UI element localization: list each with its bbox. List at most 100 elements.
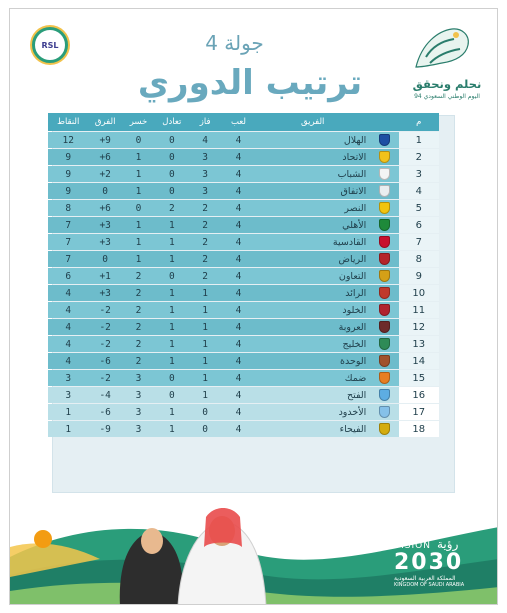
- points-cell: 3: [48, 370, 89, 386]
- position-cell: 1: [398, 132, 439, 148]
- team-crest-icon: [378, 151, 390, 163]
- drawn-cell: 0: [155, 370, 189, 386]
- col-won: فاز: [188, 113, 222, 131]
- team-name-cell: الأخدود: [255, 404, 371, 420]
- position-cell: 4: [398, 183, 439, 199]
- played-cell: 4: [221, 370, 256, 386]
- table-row: 2 الاتحاد 4 3 0 1 +6 9: [48, 149, 439, 165]
- vision-label-row: VISION رؤية: [394, 537, 484, 551]
- table-row: 11 الخلود 4 1 1 2 -2 4: [48, 302, 439, 318]
- points-cell: 9: [48, 166, 89, 182]
- goal-diff-cell: -2: [88, 319, 122, 335]
- table-header-row: م الفريق لعب فاز تعادل خسر الفرق النقاط: [48, 113, 439, 131]
- league-badge-icon: RSL: [32, 27, 68, 63]
- lost-cell: 3: [121, 421, 156, 437]
- goal-diff-cell: +6: [88, 200, 122, 216]
- team-crest-icon: [378, 287, 390, 299]
- team-crest-icon: [378, 168, 390, 180]
- goal-diff-cell: +1: [88, 268, 122, 284]
- position-cell: 18: [398, 421, 439, 437]
- goal-diff-cell: -9: [88, 421, 122, 437]
- lost-cell: 1: [121, 234, 156, 250]
- drawn-cell: 0: [155, 268, 189, 284]
- position-cell: 11: [398, 302, 439, 318]
- team-name-cell: الوحدة: [255, 353, 371, 369]
- standings-body: 1 الهلال 4 4 0 0 +9 12 2 الاتحاد 4 3 0 1 +6 9 3 الشباب 4 3 0…: [48, 132, 439, 437]
- goal-diff-cell: +9: [88, 132, 122, 148]
- national-day-logo: نحلم ونحقق اليوم الوطني السعودي 94: [402, 23, 492, 109]
- drawn-cell: 1: [155, 353, 189, 369]
- table-row: 14 الوحدة 4 1 1 2 -6 4: [48, 353, 439, 369]
- team-crest-icon: [378, 338, 390, 350]
- table-row: 5 النصر 4 2 2 0 +6 8: [48, 200, 439, 216]
- position-cell: 10: [398, 285, 439, 301]
- lost-cell: 3: [121, 387, 156, 403]
- table-row: 15 ضمك 4 1 0 3 -2 3: [48, 370, 439, 386]
- drawn-cell: 1: [155, 234, 189, 250]
- played-cell: 4: [221, 268, 256, 284]
- position-cell: 16: [398, 387, 439, 403]
- lost-cell: 2: [121, 353, 156, 369]
- team-name-cell: الفتح: [255, 387, 371, 403]
- sun-icon: [34, 530, 52, 548]
- drawn-cell: 1: [155, 319, 189, 335]
- table-row: 16 الفتح 4 1 0 3 -4 3: [48, 387, 439, 403]
- position-cell: 14: [398, 353, 439, 369]
- col-team: الفريق: [255, 113, 371, 131]
- team-crest-icon: [378, 202, 390, 214]
- points-cell: 1: [48, 404, 89, 420]
- team-name-cell: الهلال: [255, 132, 371, 148]
- team-crest-icon: [378, 270, 390, 282]
- col-gd: الفرق: [88, 113, 122, 131]
- goal-diff-cell: -2: [88, 370, 122, 386]
- lost-cell: 1: [121, 217, 156, 233]
- standings-table: م الفريق لعب فاز تعادل خسر الفرق النقاط …: [48, 112, 439, 438]
- crest-cell: [370, 421, 399, 437]
- crest-cell: [370, 268, 399, 284]
- points-cell: 1: [48, 421, 89, 437]
- team-crest-icon: [378, 355, 390, 367]
- crest-cell: [370, 234, 399, 250]
- points-cell: 4: [48, 319, 89, 335]
- crest-cell: [370, 183, 399, 199]
- points-cell: 4: [48, 353, 89, 369]
- vision-2030-logo: VISION رؤية 2030 المملكة العربية السعودية…: [394, 537, 484, 601]
- points-cell: 7: [48, 234, 89, 250]
- table-row: 1 الهلال 4 4 0 0 +9 12: [48, 132, 439, 148]
- team-name-cell: الأهلي: [255, 217, 371, 233]
- played-cell: 4: [221, 336, 256, 352]
- team-crest-icon: [378, 185, 390, 197]
- drawn-cell: 1: [155, 421, 189, 437]
- team-crest-icon: [378, 134, 390, 146]
- lost-cell: 3: [121, 370, 156, 386]
- won-cell: 3: [188, 149, 222, 165]
- team-crest-icon: [378, 219, 390, 231]
- won-cell: 1: [188, 353, 222, 369]
- table-row: 4 الاتفاق 4 3 0 1 0 9: [48, 183, 439, 199]
- won-cell: 2: [188, 234, 222, 250]
- goal-diff-cell: +3: [88, 234, 122, 250]
- position-cell: 5: [398, 200, 439, 216]
- drawn-cell: 1: [155, 285, 189, 301]
- goal-diff-cell: -2: [88, 336, 122, 352]
- round-label: جولة 4: [10, 31, 497, 55]
- crest-cell: [370, 251, 399, 267]
- drawn-cell: 0: [155, 132, 189, 148]
- round-text: جولة 4: [205, 31, 264, 55]
- lost-cell: 0: [121, 200, 156, 216]
- lost-cell: 2: [121, 302, 156, 318]
- table-row: 17 الأخدود 4 0 1 3 -6 1: [48, 404, 439, 420]
- team-name-cell: الخليج: [255, 336, 371, 352]
- goal-diff-cell: -2: [88, 302, 122, 318]
- drawn-cell: 0: [155, 183, 189, 199]
- footer-illustration: [10, 508, 497, 604]
- played-cell: 4: [221, 319, 256, 335]
- points-cell: 12: [48, 132, 89, 148]
- crest-cell: [370, 132, 399, 148]
- played-cell: 4: [221, 353, 256, 369]
- crest-cell: [370, 387, 399, 403]
- table-row: 12 العروبة 4 1 1 2 -2 4: [48, 319, 439, 335]
- won-cell: 2: [188, 251, 222, 267]
- lost-cell: 2: [121, 336, 156, 352]
- crest-cell: [370, 217, 399, 233]
